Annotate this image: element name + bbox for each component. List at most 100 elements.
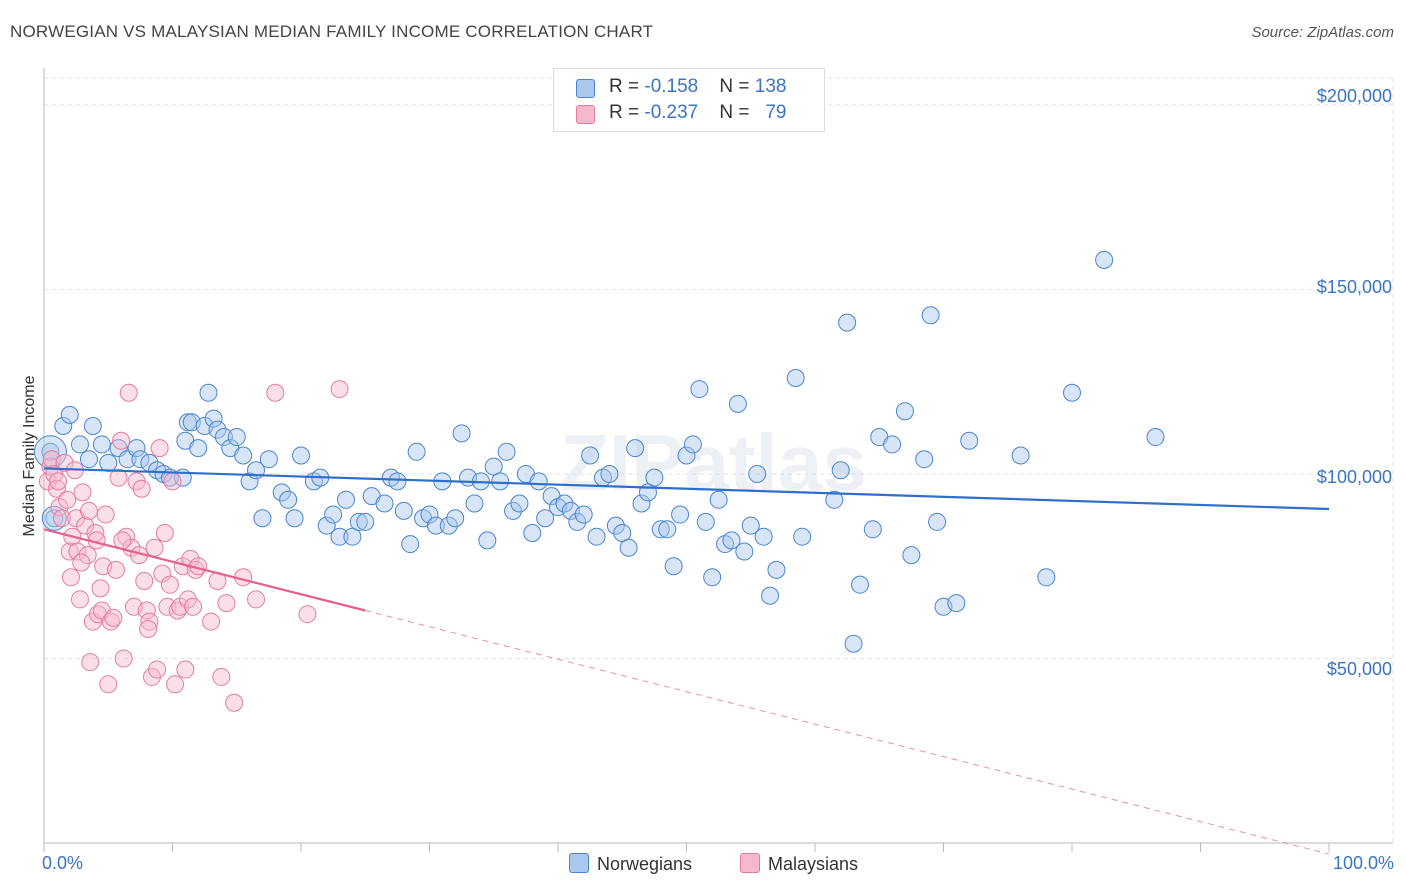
norwegian-point (83, 416, 102, 435)
norwegian-point (279, 490, 298, 509)
malaysian-point (49, 472, 68, 491)
legend-swatch-norwegians (569, 853, 589, 873)
legend-label-norwegians: Norwegians (597, 854, 693, 874)
norwegian-point (259, 450, 278, 469)
malaysian-point (78, 546, 97, 565)
norwegian-point (70, 435, 89, 454)
norwegian-point (921, 306, 940, 325)
norwegian-point (497, 442, 516, 461)
norwegian-point (426, 516, 445, 535)
norwegian-point (632, 494, 651, 513)
legend-r-label: R = (609, 76, 645, 97)
malaysian-point (163, 472, 182, 491)
norwegian-point (844, 634, 863, 653)
norwegian-point (439, 516, 458, 535)
norwegian-point (895, 402, 914, 421)
norwegian-point (504, 501, 523, 520)
norwegian-point (1063, 383, 1081, 402)
x-tick-label-min: 0.0% (42, 853, 84, 873)
malaysian-point (247, 590, 266, 609)
norwegian-point (1146, 428, 1165, 447)
norwegian-point (793, 527, 812, 546)
malaysian-point (70, 590, 89, 609)
norwegian-point (696, 512, 715, 531)
norwegian-point (748, 464, 767, 483)
norwegian-point (510, 494, 529, 513)
norwegian-point (671, 505, 690, 524)
norwegian-point (825, 490, 844, 509)
malaysian-point (73, 483, 92, 502)
norwegian-point (703, 568, 722, 587)
bottom-legend-norwegians[interactable]: Norwegians (569, 853, 692, 875)
malaysian-point (150, 439, 169, 458)
norwegian-point (863, 520, 882, 539)
legend-n-label: N = (719, 76, 755, 97)
norwegian-point (574, 505, 593, 524)
legend-n-value: 79 (765, 102, 787, 123)
malaysian-point (155, 524, 174, 542)
norwegian-point (523, 524, 542, 542)
legend-r-value: -0.237 (644, 102, 699, 123)
malaysian-point (202, 612, 221, 631)
malaysian-point (76, 516, 95, 535)
x-tick-label-max: 100.0% (1332, 853, 1394, 873)
norwegian-point (452, 424, 471, 443)
legend-r-label: R = (609, 102, 645, 123)
norwegian-point (690, 380, 709, 399)
malaysian-point (113, 531, 132, 550)
y-axis-label: Median Family Income (21, 375, 38, 537)
norwegian-point (838, 313, 857, 332)
bottom-legend-malaysians[interactable]: Malaysians (740, 853, 858, 875)
norwegian-point (529, 472, 548, 491)
malaysian-point (68, 542, 87, 561)
norwegian-point (619, 538, 638, 557)
y-tick-label: $100,000 (1316, 467, 1392, 487)
norwegian-point (831, 461, 850, 480)
norwegian-point (683, 435, 702, 454)
malaysian-point (171, 597, 190, 616)
norwegian-point (446, 509, 465, 528)
norwegian-point (407, 442, 426, 461)
source-credit[interactable]: Source: ZipAtlas.com (1251, 24, 1394, 41)
y-tick-label: $150,000 (1316, 277, 1392, 297)
norwegian-point (204, 409, 223, 428)
malaysian-point (47, 479, 66, 498)
norwegian-point (317, 516, 336, 535)
norwegian-point (741, 516, 760, 535)
norwegian-point (45, 509, 64, 528)
norwegian-point (349, 512, 368, 531)
norwegian-point (127, 439, 146, 458)
malaysian-point (166, 675, 185, 694)
norwegian-point (626, 439, 645, 458)
norwegian-point (240, 472, 259, 491)
malaysian-points (38, 380, 349, 712)
legend-label-malaysians: Malaysians (768, 854, 859, 874)
malaysian-point (298, 605, 317, 624)
norwegian-point (292, 446, 310, 465)
norwegian-point (92, 435, 111, 454)
malaysian-point (112, 431, 131, 450)
malaysian-point (58, 490, 77, 509)
norwegian-point (375, 494, 394, 513)
malaysian-point (104, 608, 123, 627)
norwegian-point (54, 416, 73, 435)
norwegian-point (388, 472, 407, 491)
norwegian-point (709, 490, 728, 509)
norwegian-point (336, 490, 355, 509)
norwegian-point (735, 542, 754, 561)
malaysian-trend (365, 610, 1330, 855)
norwegian-point (555, 494, 574, 513)
norwegian-point (728, 394, 747, 413)
norwegian-point (227, 428, 246, 447)
malaysian-trend-line (43, 528, 366, 612)
malaysian-point (158, 597, 177, 616)
legend-n-label: N = (719, 102, 755, 123)
norwegian-point (99, 453, 118, 472)
malaysian-point (61, 568, 80, 587)
norwegian-point (587, 527, 606, 546)
malaysian-point (225, 693, 244, 712)
norwegian-point (645, 468, 664, 487)
norwegian-point (915, 450, 934, 469)
malaysian-point (72, 553, 91, 572)
